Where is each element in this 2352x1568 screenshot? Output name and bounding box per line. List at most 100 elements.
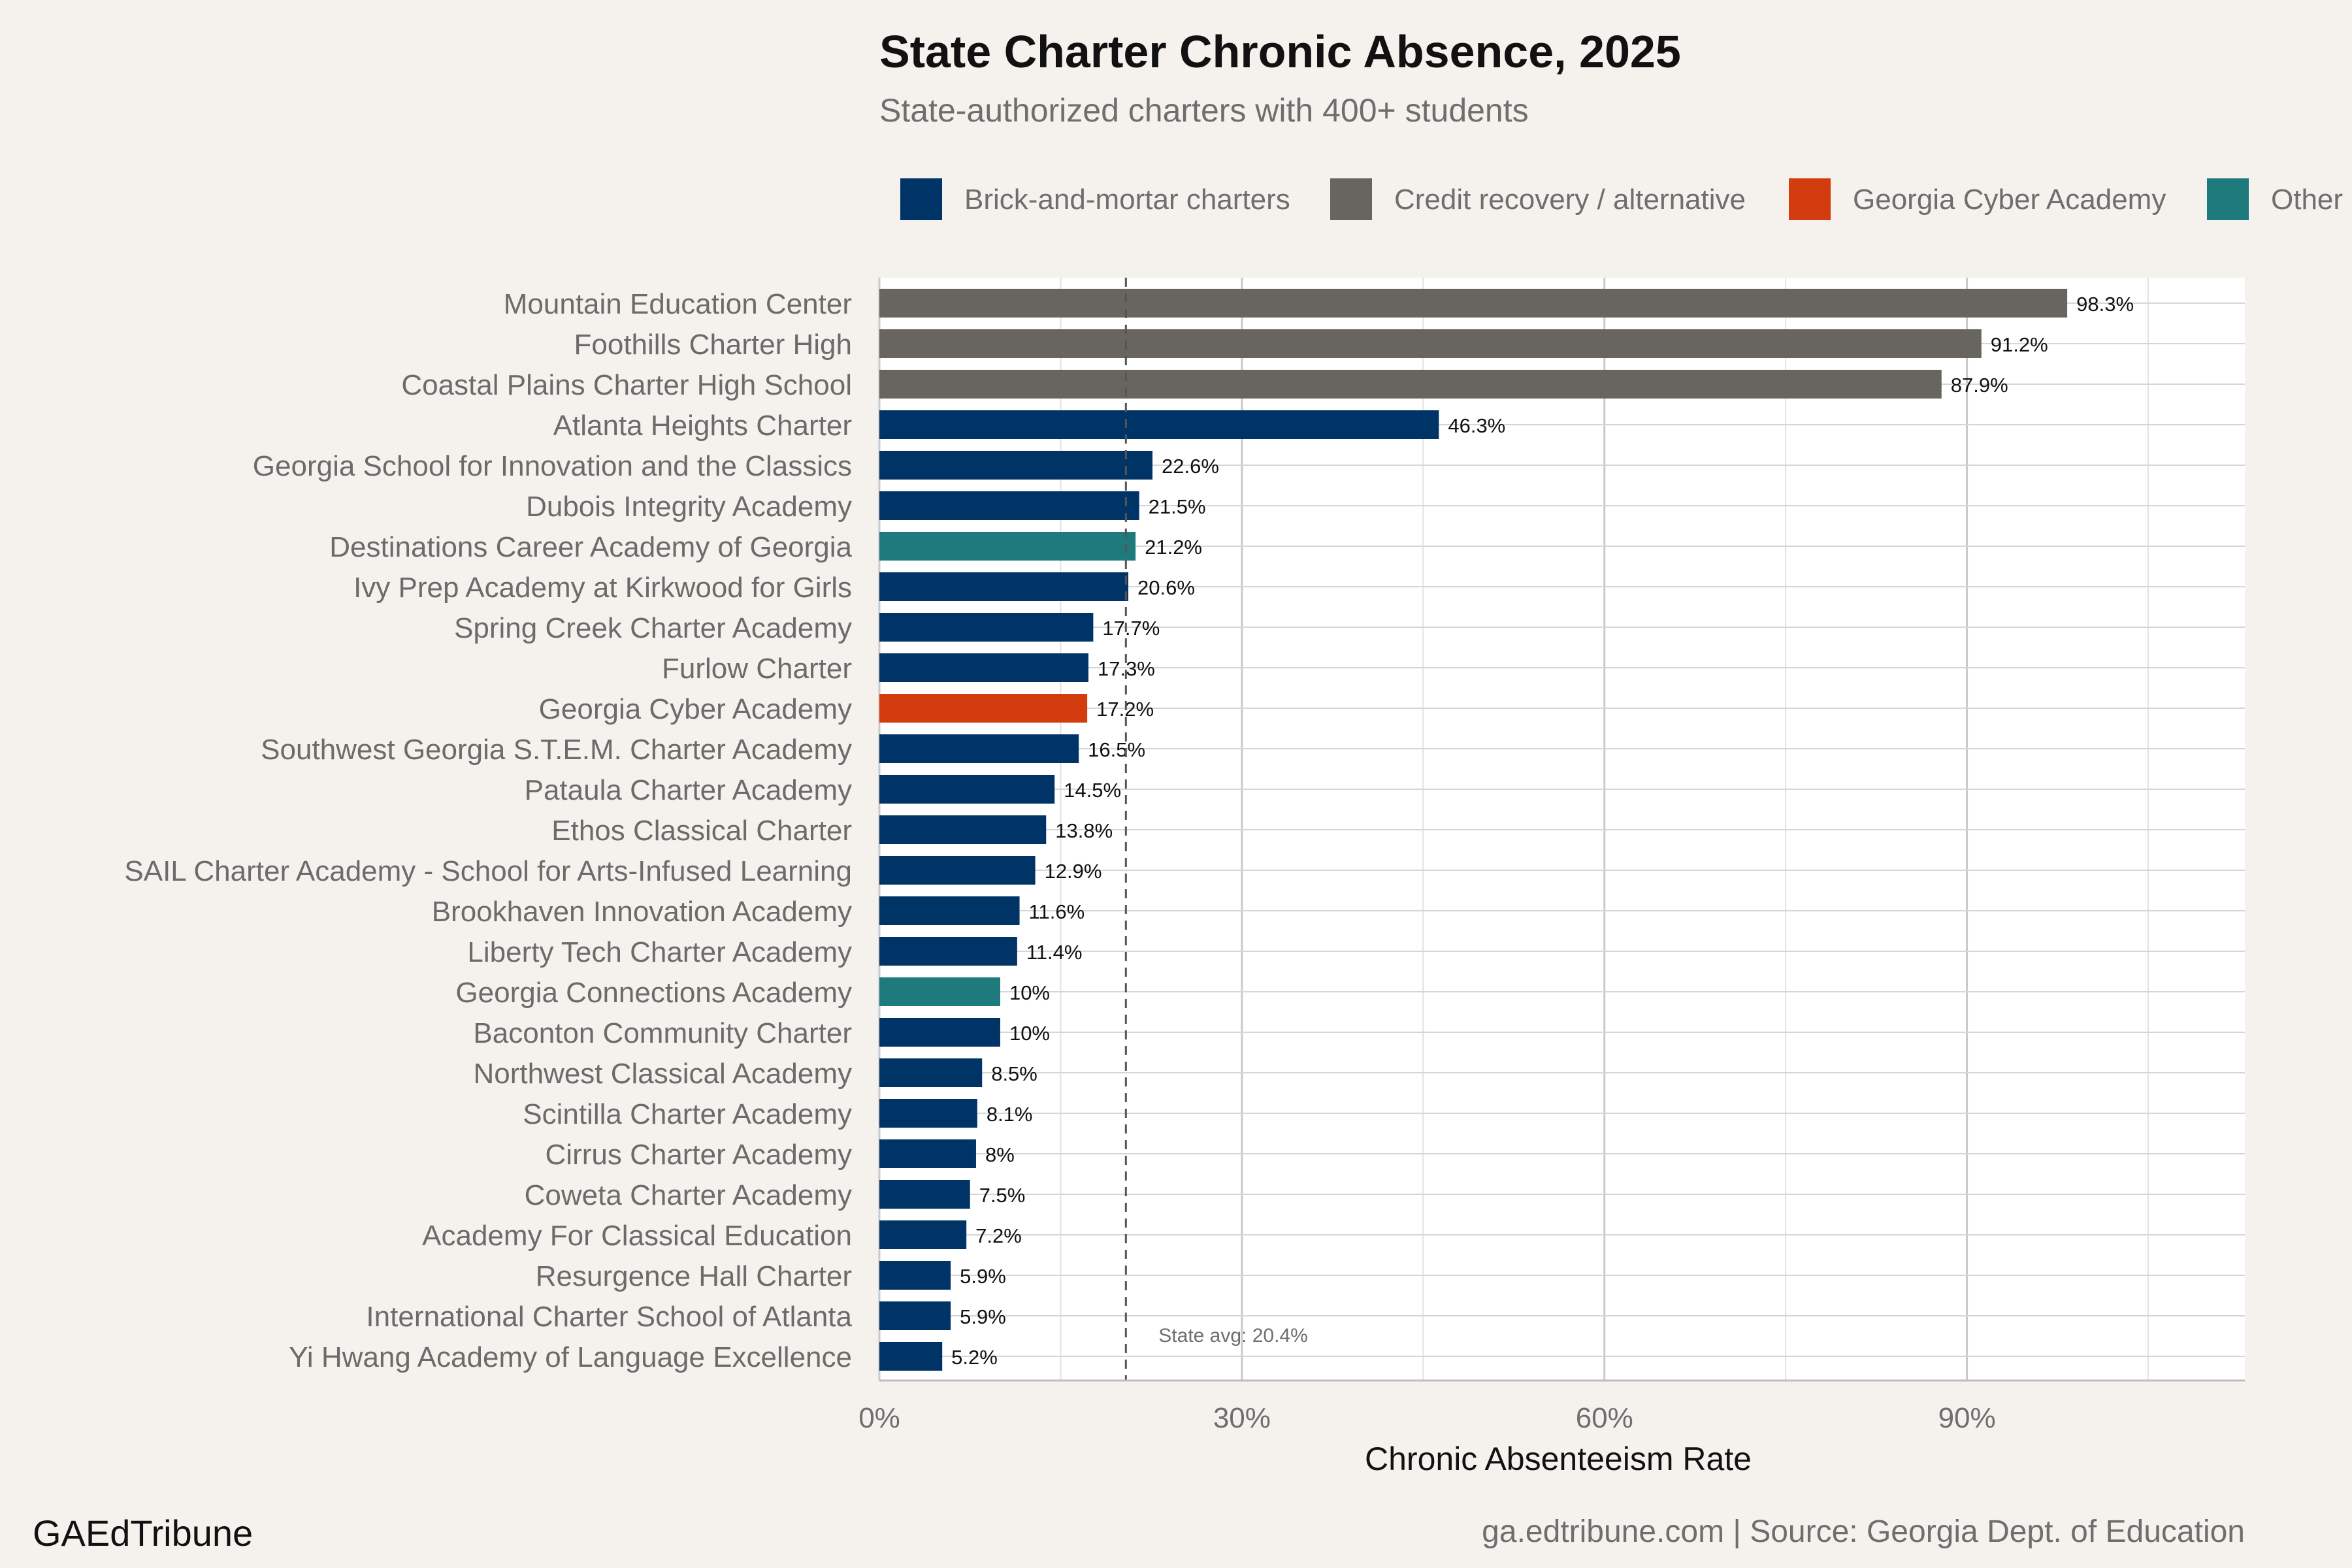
category-label: Northwest Classical Academy	[473, 1058, 852, 1090]
value-label: 12.9%	[1045, 860, 1102, 883]
bar	[879, 1058, 983, 1087]
value-label: 10%	[1009, 1022, 1050, 1045]
value-label: 16.5%	[1088, 738, 1145, 761]
value-label: 11.6%	[1029, 900, 1085, 923]
value-label: 98.3%	[2076, 293, 2134, 316]
brand-logo-text: GAEdTribune	[33, 1512, 253, 1554]
value-label: 11.4%	[1026, 941, 1083, 964]
bar	[879, 572, 1129, 601]
legend-label: Other	[2271, 184, 2343, 216]
value-label: 5.9%	[960, 1305, 1006, 1328]
legend-label: Georgia Cyber Academy	[1853, 184, 2166, 216]
value-label: 13.8%	[1055, 819, 1113, 842]
bar	[879, 977, 1000, 1006]
bar	[879, 1261, 951, 1290]
value-label: 8%	[985, 1143, 1015, 1166]
category-label: SAIL Charter Academy - School for Arts-I…	[124, 855, 852, 887]
bar	[879, 734, 1079, 763]
category-label: Coastal Plains Charter High School	[401, 369, 852, 401]
category-labels: Mountain Education Center Foothills Chart…	[124, 288, 852, 1373]
category-label: Atlanta Heights Charter	[553, 410, 852, 442]
category-label: Ivy Prep Academy at Kirkwood for Girls	[353, 572, 852, 604]
value-label: 91.2%	[1991, 333, 2048, 356]
category-label: Baconton Community Charter	[473, 1017, 852, 1049]
bar	[879, 1220, 967, 1249]
x-tick-label: 90%	[1938, 1402, 1996, 1434]
category-label: Destinations Career Academy of Georgia	[329, 531, 852, 563]
bar	[879, 896, 1020, 925]
category-label: Brookhaven Innovation Academy	[432, 896, 852, 928]
bar	[879, 653, 1088, 682]
category-label: Georgia Connections Academy	[455, 977, 852, 1009]
bar	[879, 1018, 1000, 1047]
legend-label: Brick-and-mortar charters	[964, 184, 1290, 216]
bar	[879, 329, 1982, 358]
category-label: Liberty Tech Charter Academy	[467, 936, 852, 968]
category-label: Ethos Classical Charter	[551, 815, 852, 847]
category-label: Dubois Integrity Academy	[526, 491, 852, 523]
legend-label: Credit recovery / alternative	[1394, 184, 1746, 216]
category-label: Georgia School for Innovation and the Cl…	[253, 450, 852, 482]
category-label: Spring Creek Charter Academy	[454, 612, 852, 644]
value-label: 87.9%	[1951, 374, 2008, 397]
bar	[879, 613, 1094, 642]
source-note: ga.edtribune.com | Source: Georgia Dept.…	[1482, 1514, 2245, 1549]
value-label: 5.9%	[960, 1265, 1006, 1288]
legend-swatch	[2207, 178, 2249, 220]
category-label: Mountain Education Center	[504, 288, 852, 320]
category-label: Foothills Charter High	[574, 329, 853, 361]
legend-swatch	[1330, 178, 1372, 220]
bar	[879, 1301, 951, 1330]
category-label: Pataula Charter Academy	[525, 774, 852, 806]
value-label: 21.5%	[1149, 495, 1206, 518]
reference-line-group: State avg: 20.4%	[1124, 278, 1308, 1380]
reference-line-label: State avg: 20.4%	[1158, 1325, 1308, 1347]
category-label: International Charter School of Atlanta	[366, 1301, 852, 1333]
bar	[879, 289, 2068, 318]
category-label: Cirrus Charter Academy	[546, 1139, 852, 1171]
bar	[879, 856, 1036, 885]
value-label: 8.5%	[991, 1062, 1037, 1085]
bar	[879, 370, 1942, 399]
category-label: Yi Hwang Academy of Language Excellence	[289, 1341, 852, 1373]
bar	[879, 1180, 970, 1209]
bar	[879, 937, 1017, 966]
bar	[879, 410, 1439, 439]
category-label: Southwest Georgia S.T.E.M. Charter Acade…	[261, 734, 852, 766]
x-tick-label: 60%	[1576, 1402, 1633, 1434]
chart-subtitle: State-authorized charters with 400+ stud…	[879, 92, 1529, 129]
value-label: 22.6%	[1162, 455, 1219, 478]
category-label: Scintilla Charter Academy	[523, 1098, 852, 1130]
chart-title: State Charter Chronic Absence, 2025	[879, 26, 1681, 77]
category-label: Resurgence Hall Charter	[536, 1260, 852, 1292]
value-label: 46.3%	[1448, 414, 1505, 437]
value-label: 21.2%	[1145, 536, 1202, 559]
bar	[879, 451, 1152, 480]
value-label: 14.5%	[1064, 779, 1121, 802]
bar	[879, 1342, 943, 1371]
x-axis-title: Chronic Absenteeism Rate	[1365, 1441, 1752, 1477]
value-label: 8.1%	[987, 1103, 1033, 1126]
value-label: 17.7%	[1102, 617, 1160, 640]
value-label: 20.6%	[1137, 576, 1195, 599]
value-label: 7.2%	[975, 1224, 1022, 1247]
x-tick-label: 30%	[1213, 1402, 1271, 1434]
legend: Brick-and-mortar charters Credit recovery…	[900, 178, 2343, 220]
category-label: Coweta Charter Academy	[525, 1179, 852, 1211]
x-tick-labels: 0% 30% 60% 90%	[858, 1402, 1995, 1434]
bar	[879, 694, 1088, 723]
bar	[879, 491, 1139, 520]
category-label: Furlow Charter	[662, 653, 852, 685]
bar	[879, 815, 1047, 844]
value-label: 7.5%	[979, 1184, 1026, 1207]
legend-swatch	[900, 178, 942, 220]
category-label: Georgia Cyber Academy	[539, 693, 852, 725]
value-label: 10%	[1009, 981, 1050, 1004]
category-label: Academy For Classical Education	[422, 1220, 852, 1252]
bars	[879, 289, 2068, 1371]
bar	[879, 532, 1136, 561]
bar	[879, 1099, 977, 1128]
bar	[879, 775, 1055, 804]
bar	[879, 1139, 976, 1168]
